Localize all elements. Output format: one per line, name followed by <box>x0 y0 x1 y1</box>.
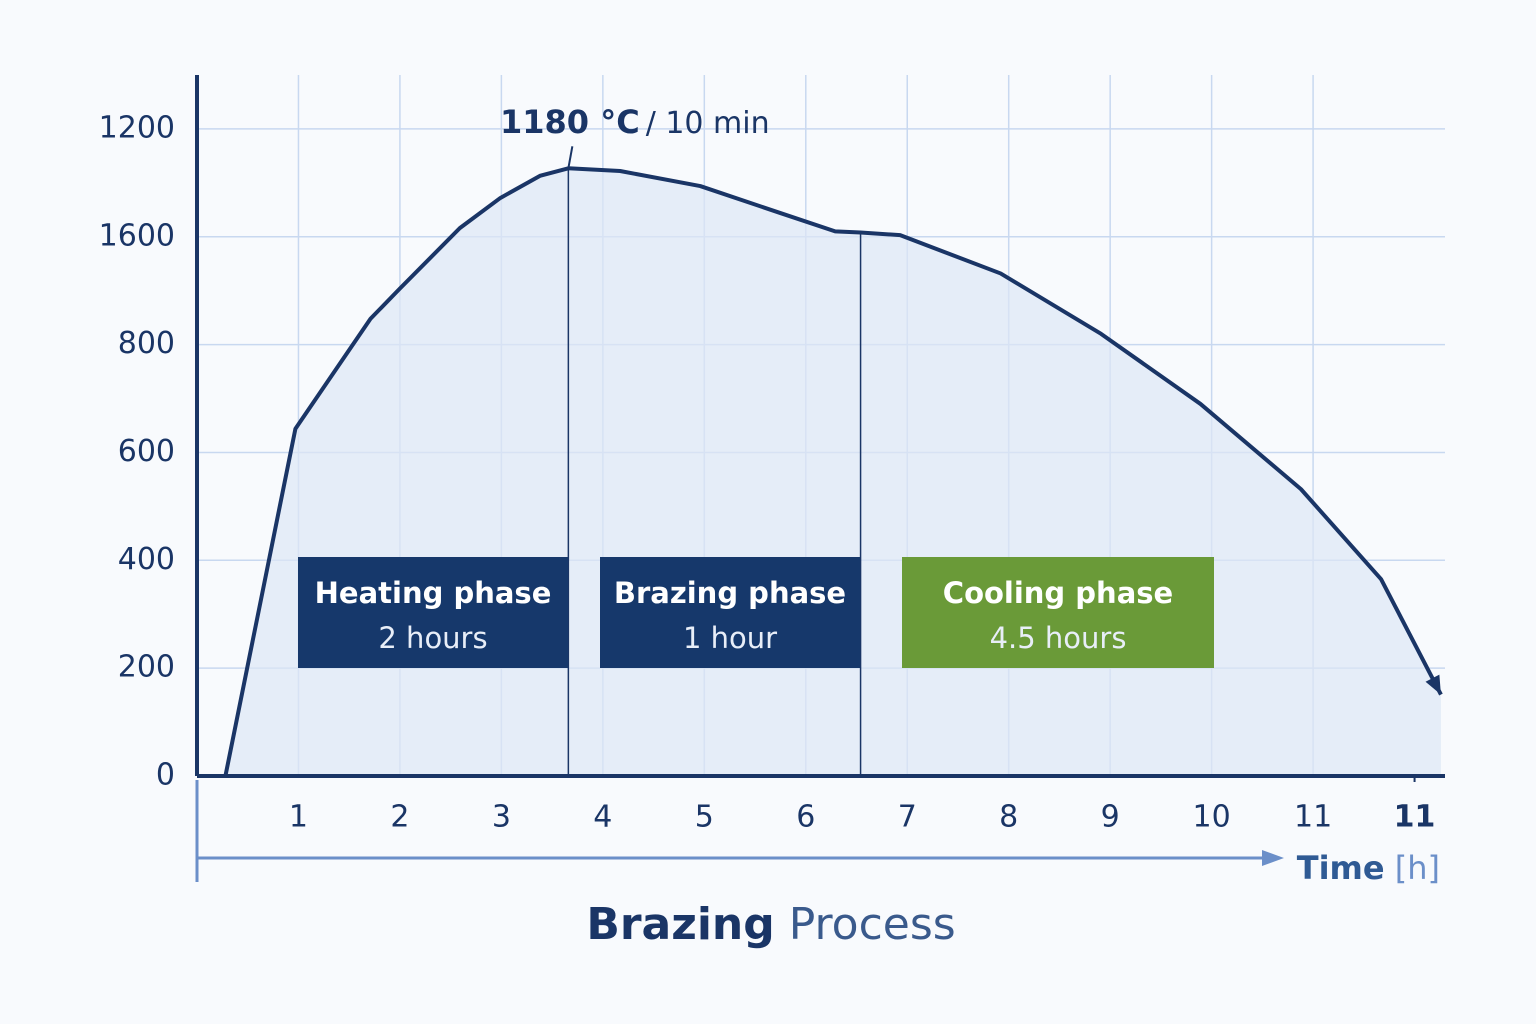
y-tick-label: 800 <box>118 326 175 361</box>
chart-title: Brazing Process <box>586 899 955 950</box>
title-bold: Brazing <box>586 899 774 950</box>
x-tick-label: 9 <box>1101 800 1120 835</box>
curve-arrow-head <box>1425 674 1441 695</box>
x-tick-label: 4 <box>593 800 612 835</box>
phase-box <box>298 557 568 668</box>
area <box>225 168 1441 776</box>
phase-box <box>902 557 1214 668</box>
x-tick-label: 3 <box>492 800 511 835</box>
phase-name: Cooling phase <box>943 576 1173 610</box>
x-tick-label: 8 <box>999 800 1018 835</box>
phase-name: Heating phase <box>315 576 552 610</box>
x-tick-label: 6 <box>796 800 815 835</box>
phase-duration: 4.5 hours <box>990 621 1127 655</box>
y-tick-label: 1600 <box>99 218 175 253</box>
curve <box>223 166 1443 777</box>
annotation-bold: 1180 °C <box>500 103 640 141</box>
x-tick-label: 11 <box>1294 800 1332 835</box>
x-tick-label: 10 <box>1193 800 1231 835</box>
y-tick-label: 200 <box>118 650 175 685</box>
phase-box <box>600 557 860 668</box>
time-arrow-head <box>1262 850 1284 866</box>
y-tick-label: 0 <box>156 758 175 793</box>
x-tick-label: 2 <box>390 800 409 835</box>
y-tick-label: 600 <box>118 434 175 469</box>
y-tick-label: 1200 <box>99 110 175 145</box>
x-tick-label: 5 <box>695 800 714 835</box>
x-label: Time <box>1297 849 1385 887</box>
x-tick-label: 7 <box>898 800 917 835</box>
phase-name: Brazing phase <box>614 576 846 610</box>
annotation-leader <box>567 146 574 169</box>
title-rest: Process <box>789 899 956 950</box>
x-tick-label: 11 <box>1394 800 1436 835</box>
annotation: 1180 °C/ 10 min <box>500 103 770 141</box>
y-tick-label: 400 <box>118 542 175 577</box>
x-tick-label: 1 <box>289 800 308 835</box>
phase-duration: 1 hour <box>683 621 777 655</box>
x-unit: [h] <box>1395 849 1440 887</box>
annotation-rest: / 10 min <box>646 106 770 141</box>
x-axis-label: Time [h] <box>1297 849 1440 887</box>
phase-duration: 2 hours <box>378 621 487 655</box>
